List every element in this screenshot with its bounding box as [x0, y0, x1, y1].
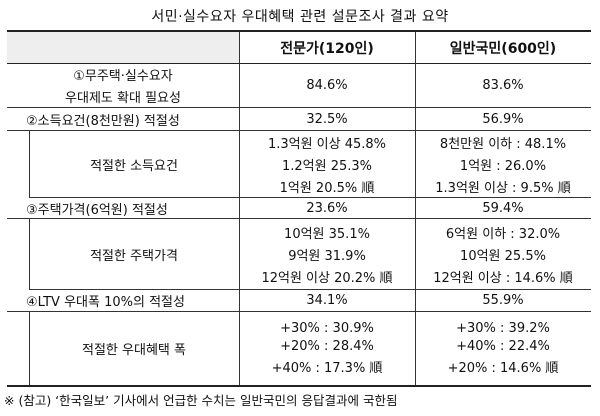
- row3sub-expert-line: 12억원 이상 20.2% 順: [261, 270, 393, 286]
- indent-line-4: [29, 311, 30, 385]
- row1-label-line2: 우대제도 확대 필요성: [65, 91, 181, 106]
- row4sub-public-line: +20% : 14.6% 順: [447, 361, 559, 376]
- col-divider-2: [415, 32, 416, 385]
- row2sub-public-line: 8천만원 이하 : 48.1%: [439, 136, 567, 152]
- row2sub-public-line: 1억원 : 26.0%: [459, 158, 547, 174]
- row3sub-expert-line: 10억원 35.1%: [284, 226, 370, 242]
- rule-header: [7, 63, 591, 64]
- row1-public: 83.6%: [482, 78, 524, 93]
- row3sub-public: 6억원 이하 : 32.0% 10억원 25.5% 12억원 이상 : 14.6…: [415, 219, 591, 289]
- row3sub-expert-line: 9억원 31.9%: [288, 248, 366, 264]
- row4sub-public-line: +40% : 22.4%: [456, 339, 550, 354]
- row2sub-label: 적절한 소득요건: [90, 158, 178, 174]
- row3sub-label: 적절한 주택가격: [90, 248, 178, 264]
- rule-row2sub: [29, 197, 591, 198]
- row1-expert: 84.6%: [306, 78, 348, 93]
- row4sub-expert: +30% : 30.9% +20% : 28.4% +40% : 17.3% 順: [239, 312, 415, 385]
- col-divider-1: [239, 32, 240, 385]
- indent-line-2: [29, 130, 30, 197]
- header-public: 일반국민(600인): [449, 41, 557, 57]
- row3sub-public-line: 12억원 이상 : 14.6% 順: [433, 270, 573, 286]
- rule-row3sub: [29, 289, 591, 290]
- page-title: 서민·실수요자 우대혜택 관련 설문조사 결과 요약: [151, 9, 449, 25]
- row4sub-expert-line: +20% : 28.4%: [280, 339, 374, 354]
- row1-label: ①무주택·실수요자 우대제도 확대 필요성: [7, 64, 239, 107]
- footnote: ※ (참고) ‘한국일보’ 기사에서 언급한 수치는 일반국민의 응답결과에 국…: [4, 393, 398, 408]
- row4sub-expert-line: +30% : 30.9%: [280, 321, 374, 336]
- row3-label: ③주택가격(6억원) 적절성: [26, 202, 168, 218]
- row2-label: ②소득요건(8천만원) 적절성: [26, 113, 180, 129]
- row4-public: 55.9%: [482, 293, 524, 308]
- row2sub-expert: 1.3억원 이상 45.8% 1.2억원 25.3% 1억원 20.5% 順: [239, 131, 415, 197]
- row3-public: 59.4%: [482, 200, 524, 216]
- row4sub-expert-line: +40% : 17.3% 順: [271, 361, 383, 376]
- row1-label-line1: ①무주택·실수요자: [73, 69, 173, 84]
- rule-row1: [7, 107, 591, 108]
- row2-public: 56.9%: [482, 111, 524, 127]
- summary-table: 전문가(120인) 일반국민(600인) ①무주택·실수요자 우대제도 확대 필…: [7, 30, 591, 387]
- row3-expert: 23.6%: [306, 200, 348, 216]
- row4sub-public: +30% : 39.2% +40% : 22.4% +20% : 14.6% 順: [415, 312, 591, 385]
- header-bg-public: [415, 32, 591, 64]
- header-bg-expert: [239, 32, 415, 64]
- rule-row3: [7, 218, 591, 219]
- row2sub-expert-line: 1.2억원 25.3%: [281, 158, 373, 174]
- rule-row2: [7, 130, 591, 131]
- row2sub-expert-line: 1억원 20.5% 順: [279, 180, 375, 196]
- header-bg-label: [7, 32, 239, 64]
- row3sub-public-line: 6억원 이하 : 32.0%: [445, 226, 561, 242]
- row3sub-expert: 10억원 35.1% 9억원 31.9% 12억원 이상 20.2% 順: [239, 219, 415, 289]
- row4sub-public-line: +30% : 39.2%: [456, 321, 550, 336]
- rule-row4: [7, 311, 591, 312]
- row2sub-public: 8천만원 이하 : 48.1% 1억원 : 26.0% 1.3억원 이상 : 9…: [415, 131, 591, 197]
- row2sub-public-line: 1.3억원 이상 : 9.5% 順: [435, 180, 571, 196]
- row2-expert: 32.5%: [306, 111, 348, 127]
- row3sub-public-line: 10억원 25.5%: [460, 248, 546, 264]
- header-expert: 전문가(120인): [280, 41, 374, 57]
- row4-label: ④LTV 우대폭 10%의 적절성: [26, 295, 185, 310]
- row4sub-label: 적절한 우대혜택 폭: [82, 343, 186, 358]
- indent-line-3: [29, 218, 30, 289]
- row4-expert: 34.1%: [306, 293, 348, 308]
- row2sub-expert-line: 1.3억원 이상 45.8%: [267, 136, 387, 152]
